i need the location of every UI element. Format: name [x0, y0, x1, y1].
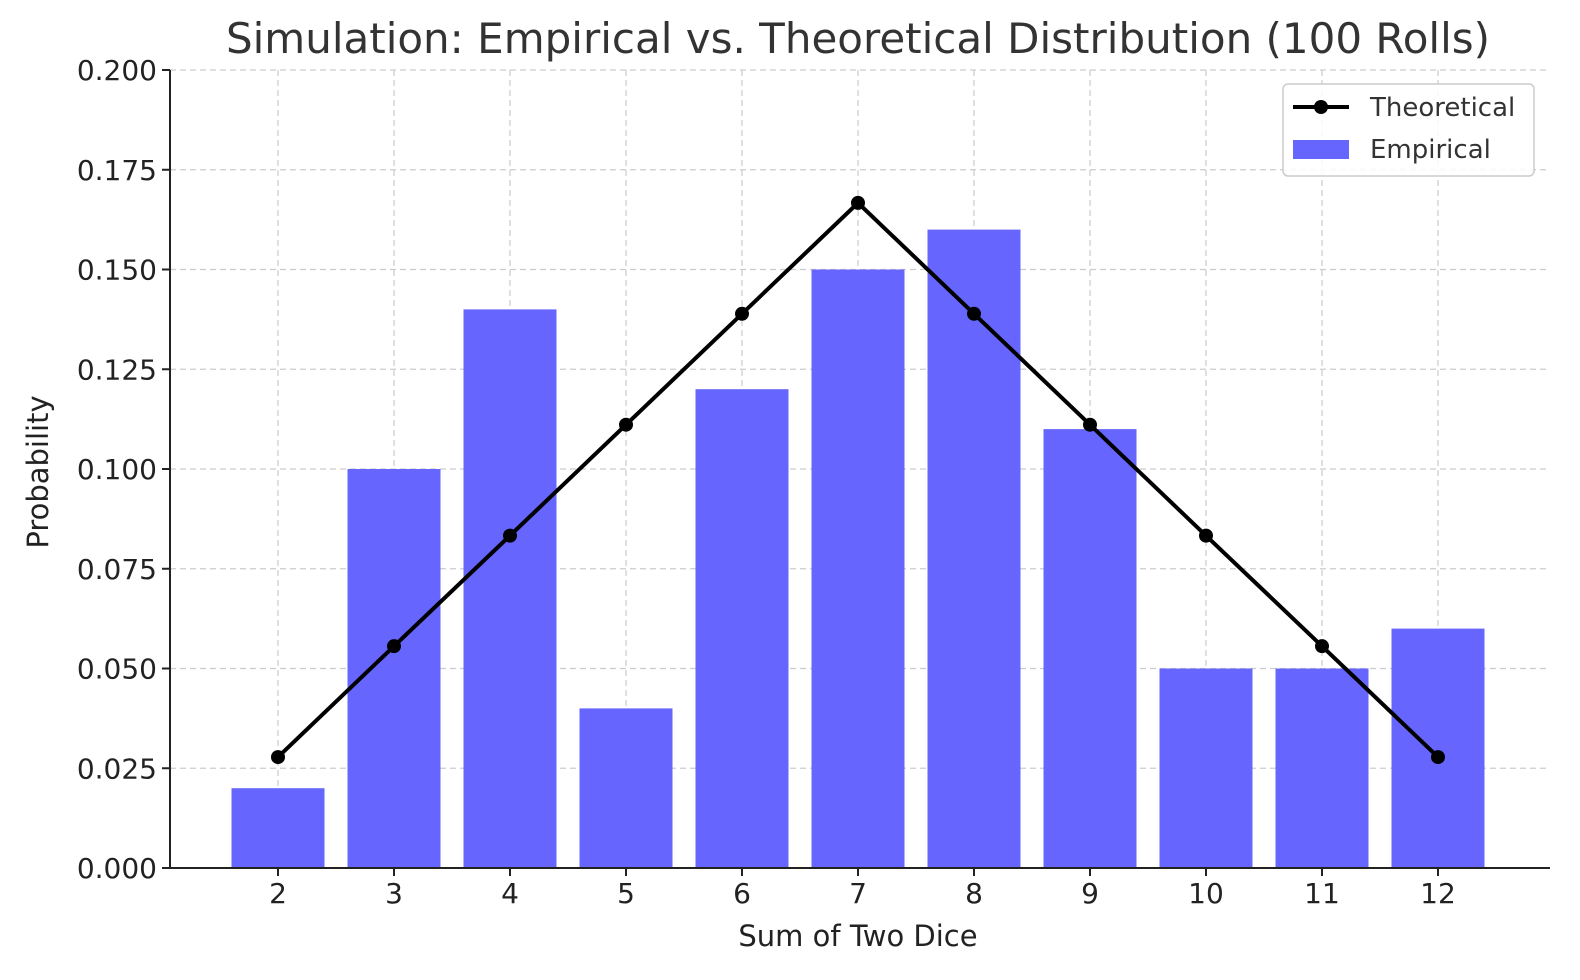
x-tick-label: 11: [1304, 877, 1340, 910]
theoretical-point: [387, 639, 401, 654]
x-tick-label: 7: [849, 877, 867, 910]
chart-title: Simulation: Empirical vs. Theoretical Di…: [226, 14, 1490, 63]
y-tick-label: 0.000: [77, 852, 157, 885]
empirical-bar: [463, 309, 557, 868]
y-tick-label: 0.075: [77, 553, 157, 586]
x-tick-label: 2: [269, 877, 287, 910]
empirical-bar: [1043, 429, 1137, 868]
theoretical-point: [1431, 750, 1445, 765]
y-tick-label: 0.200: [77, 54, 157, 87]
theoretical-point: [735, 306, 749, 321]
legend-empirical-swatch: [1293, 140, 1349, 159]
theoretical-point: [967, 306, 981, 321]
legend-theoretical-label: Theoretical: [1369, 93, 1515, 123]
x-tick-label: 3: [385, 877, 403, 910]
x-tick-label: 9: [1081, 877, 1099, 910]
theoretical-point: [1083, 417, 1097, 432]
empirical-bar: [1159, 668, 1253, 868]
empirical-bars: [231, 229, 1485, 869]
empirical-bar: [1275, 668, 1369, 868]
x-tick-label: 10: [1188, 877, 1224, 910]
y-tick-label: 0.150: [77, 254, 157, 287]
x-tick-label: 12: [1420, 877, 1456, 910]
theoretical-point: [619, 417, 633, 432]
y-tick-label: 0.100: [77, 453, 157, 486]
x-tick-label: 4: [501, 877, 519, 910]
empirical-bar: [579, 708, 673, 868]
y-axis-label: Probability: [21, 395, 55, 548]
legend-empirical-label: Empirical: [1370, 135, 1491, 165]
empirical-bar: [927, 229, 1021, 869]
empirical-bar: [811, 269, 905, 868]
legend-theoretical-swatch-marker: [1314, 100, 1328, 114]
theoretical-point: [271, 750, 285, 765]
empirical-bar: [1391, 628, 1485, 868]
empirical-bar: [347, 469, 441, 868]
legend: Theoretical Empirical: [1282, 83, 1535, 177]
theoretical-point: [1199, 528, 1213, 543]
x-tick-label: 6: [733, 877, 751, 910]
theoretical-line-group: [271, 195, 1445, 765]
x-tick-label: 8: [965, 877, 983, 910]
theoretical-point: [503, 528, 517, 543]
empirical-bar: [695, 389, 789, 868]
x-tick-label: 5: [617, 877, 635, 910]
y-tick-label: 0.050: [77, 653, 157, 686]
ticks: 0.000 0.025 0.050 0.075 0.100 0.125 0.150 0.175…: [77, 54, 1456, 910]
theoretical-point: [1315, 639, 1329, 654]
y-tick-label: 0.125: [77, 353, 157, 386]
theoretical-point: [851, 195, 865, 210]
empirical-bar: [231, 788, 325, 868]
y-tick-label: 0.175: [77, 154, 157, 187]
y-tick-label: 0.025: [77, 752, 157, 785]
x-axis-label: Sum of Two Dice: [738, 919, 977, 953]
